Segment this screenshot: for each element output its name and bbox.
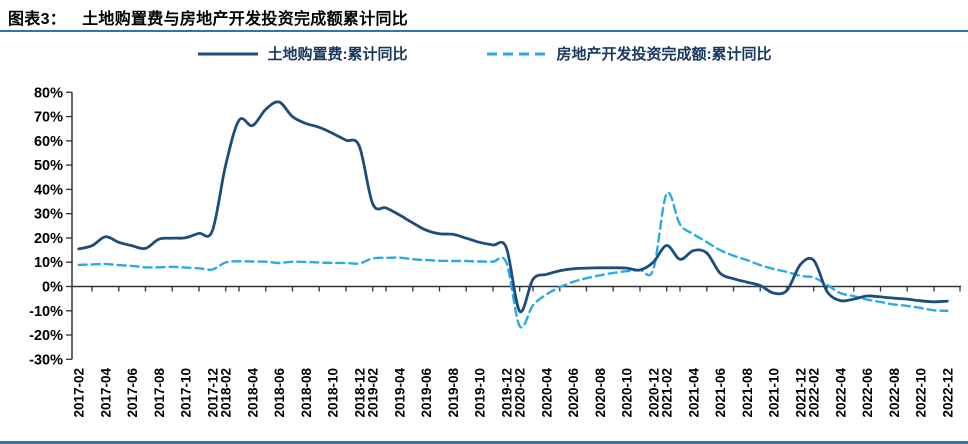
x-tick-label: 2022-04 [833, 368, 848, 418]
legend-item-land-purchase: 土地购置费:累计同比 [197, 43, 408, 64]
x-tick-label: 2017-12 [205, 368, 220, 418]
y-tick-label: 0% [42, 280, 63, 296]
solid-line-swatch [197, 52, 258, 55]
legend-item-investment: 房地产开发投资完成额:累计同比 [486, 43, 772, 64]
x-tick-label: 2019-04 [392, 368, 407, 418]
y-tick-label: 10% [34, 255, 63, 271]
x-tick-label: 2017-10 [179, 368, 194, 418]
y-tick-label: 20% [34, 231, 63, 247]
chart-legend: 土地购置费:累计同比 房地产开发投资完成额:累计同比 [0, 43, 968, 64]
y-tick-label: 30% [34, 207, 63, 223]
x-tick-label: 2021-12 [793, 368, 808, 418]
x-tick-label: 2018-12 [352, 368, 367, 418]
x-tick-label: 2018-10 [326, 368, 341, 418]
x-tick-label: 2019-02 [366, 368, 381, 418]
figure-header: 图表3： 土地购置费与房地产开发投资完成额累计同比 [8, 5, 408, 29]
x-tick-label: 2020-04 [539, 368, 554, 418]
y-tick-label: -10% [29, 304, 63, 320]
title-underline [0, 30, 968, 32]
x-tick-label: 2021-06 [713, 368, 728, 418]
y-tick-label: 60% [34, 134, 63, 150]
x-tick-label: 2022-10 [914, 368, 929, 418]
legend-label-investment: 房地产开发投资完成额:累计同比 [556, 46, 772, 63]
y-tick-label: -20% [29, 328, 63, 344]
figure-title: 土地购置费与房地产开发投资完成额累计同比 [82, 11, 409, 28]
x-tick-label: 2018-02 [219, 368, 234, 418]
y-tick-label: 80% [34, 85, 63, 101]
x-tick-label: 2019-12 [499, 368, 514, 418]
y-tick-label: 50% [34, 158, 63, 174]
x-tick-label: 2017-04 [98, 368, 113, 418]
x-tick-label: 2020-10 [620, 368, 635, 418]
x-tick-label: 2022-06 [860, 368, 875, 418]
dashed-line-swatch [486, 52, 547, 55]
y-tick-label: 40% [34, 182, 63, 198]
x-tick-label: 2021-04 [686, 368, 701, 418]
x-tick-label: 2020-12 [646, 368, 661, 418]
y-tick-label: 70% [34, 110, 63, 126]
x-tick-label: 2019-06 [419, 368, 434, 418]
x-tick-label: 2019-08 [446, 368, 461, 418]
x-tick-label: 2018-08 [299, 368, 314, 418]
line-chart-canvas: 80% 70% 60% 50% 40% 30% 20% 10% 0% -10% -20% -30% 20… [29, 85, 961, 418]
x-tick-label: 2022-02 [807, 368, 822, 418]
series-line-land-purchase [77, 100, 949, 314]
legend-label-land-purchase: 土地购置费:累计同比 [267, 46, 408, 63]
x-tick-label: 2021-02 [660, 368, 675, 418]
bottom-border [0, 441, 968, 444]
x-tick-label: 2022-08 [887, 368, 902, 418]
x-tick-label: 2018-04 [245, 368, 260, 418]
x-tick-label: 2017-02 [72, 368, 87, 418]
figure-tag: 图表3： [8, 11, 67, 28]
x-tick-label: 2022-12 [940, 368, 955, 418]
x-tick-label: 2017-08 [152, 368, 167, 418]
x-tick-label: 2017-06 [125, 368, 140, 418]
x-tick-label: 2021-08 [740, 368, 755, 418]
x-tick-label: 2021-10 [767, 368, 782, 418]
x-tick-label: 2020-02 [513, 368, 528, 418]
x-tick-label: 2018-06 [272, 368, 287, 418]
x-tick-label: 2020-06 [566, 368, 581, 418]
x-tick-label: 2020-08 [593, 368, 608, 418]
series-line-investment [77, 191, 949, 329]
y-tick-label: -30% [29, 352, 63, 368]
x-tick-label: 2019-10 [473, 368, 488, 418]
